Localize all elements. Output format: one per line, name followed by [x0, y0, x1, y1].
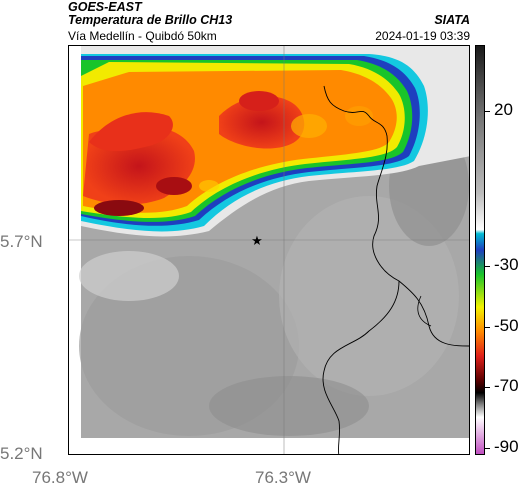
colorbar-tick [484, 387, 490, 388]
colorbar-label-minus50: -50 [494, 316, 519, 335]
temperature-colorbar [475, 45, 485, 455]
location-star-icon: ★ [251, 234, 263, 249]
colorbar-label-minus90: -90 [494, 437, 519, 456]
timestamp: 2024-01-19 03:39 [375, 29, 470, 43]
colorbar-tick [484, 266, 490, 267]
brightness-temperature-image: ★ [69, 46, 469, 454]
satellite-title: GOES-EAST [68, 0, 142, 14]
colorbar-label-minus30: -30 [494, 255, 519, 274]
colorbar-label-20: 20 [494, 100, 513, 119]
satellite-map: ★ [68, 45, 470, 455]
colorbar-label-minus70: -70 [494, 376, 519, 395]
colorbar-tick [484, 111, 490, 112]
lat-label-south: 5.2°N [0, 444, 43, 463]
route-label: Vía Medellín - Quibdó 50km [68, 29, 217, 43]
lon-label-east: 76.3°W [255, 468, 311, 487]
colorbar-tick [484, 448, 490, 449]
colorbar-tick [484, 327, 490, 328]
lat-label-north: 5.7°N [0, 232, 43, 251]
product-title: Temperatura de Brillo CH13 [68, 13, 233, 27]
lon-label-west: 76.8°W [32, 468, 88, 487]
agency-label: SIATA [434, 13, 470, 27]
